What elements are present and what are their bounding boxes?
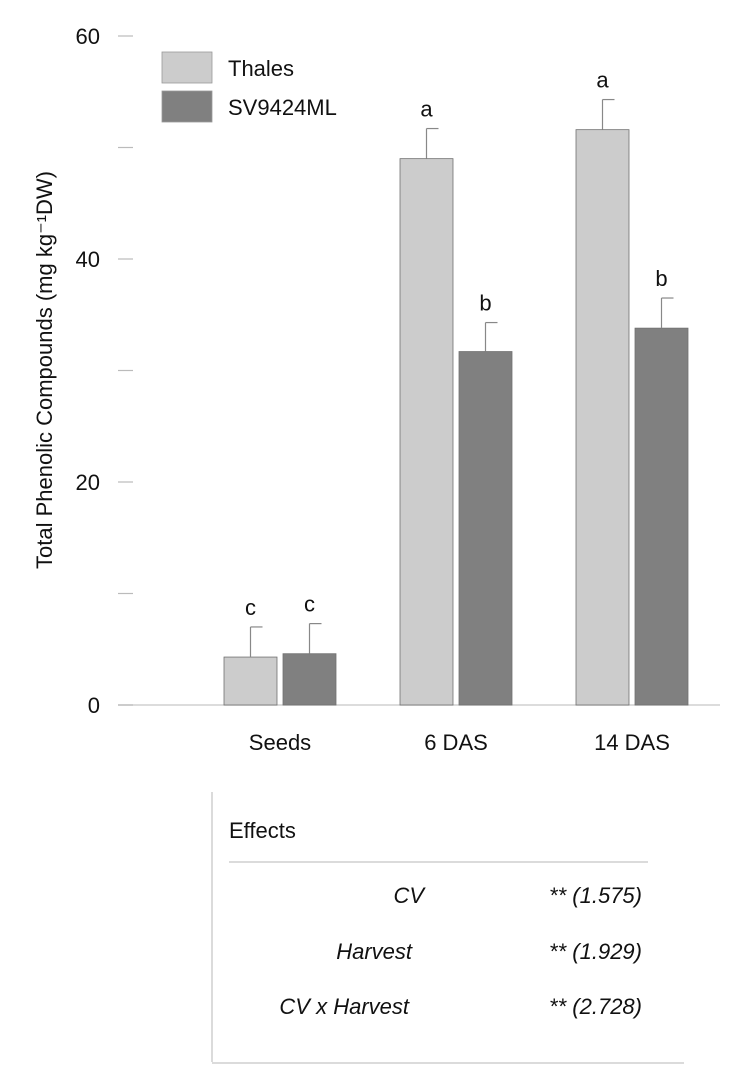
bar (282, 653, 337, 706)
effect-value: ** (2.728) (549, 994, 642, 1019)
legend-swatch (161, 51, 213, 84)
significance-letter: a (596, 68, 609, 93)
effect-name: Harvest (336, 939, 413, 964)
effect-value: ** (1.929) (549, 939, 642, 964)
legend-swatch (161, 90, 213, 123)
significance-letter: b (479, 291, 491, 316)
y-tick-label: 0 (88, 693, 100, 718)
x-tick-label: 14 DAS (594, 730, 670, 755)
significance-letter: a (420, 97, 433, 122)
effect-value: ** (1.575) (549, 883, 642, 908)
y-axis-label: Total Phenolic Compounds (mg kg⁻¹DW) (32, 171, 57, 569)
bar (223, 656, 278, 706)
legend-label: SV9424ML (228, 95, 337, 120)
bar (399, 158, 454, 706)
y-tick-label: 40 (76, 247, 100, 272)
bar (634, 327, 689, 706)
bar (575, 129, 630, 706)
y-tick-label: 20 (76, 470, 100, 495)
x-tick-label: Seeds (249, 730, 311, 755)
effects-table: Effects CV ** (1.575) Harvest ** (1.929)… (211, 792, 684, 1064)
effect-name: CV x Harvest (279, 994, 409, 1019)
significance-letter: c (245, 595, 256, 620)
x-tick-label: 6 DAS (424, 730, 488, 755)
significance-letter: c (304, 592, 315, 617)
effects-header: Effects (229, 818, 296, 843)
legend-label: Thales (228, 56, 294, 81)
effect-name: CV (393, 883, 426, 908)
y-tick-label: 60 (76, 24, 100, 49)
significance-letter: b (655, 266, 667, 291)
bar (458, 351, 513, 706)
